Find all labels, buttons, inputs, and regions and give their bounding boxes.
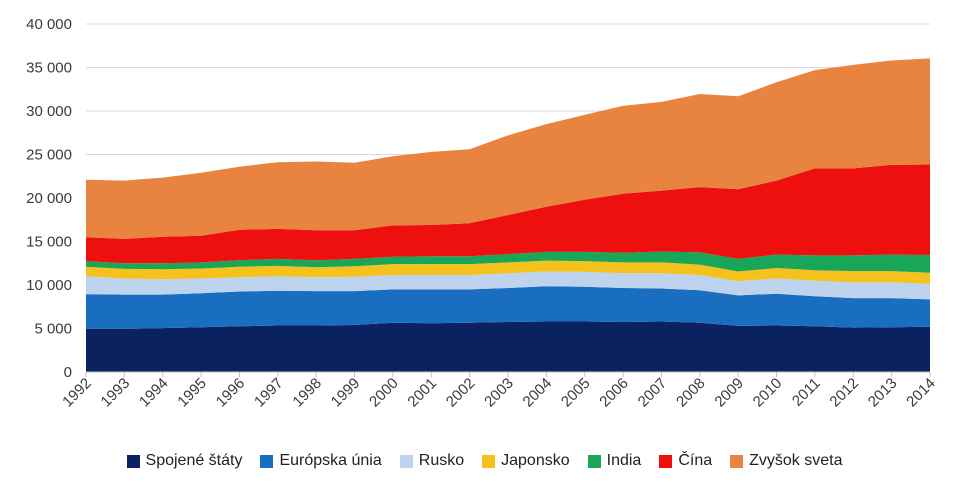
x-tick-label: 2005 — [558, 375, 594, 411]
x-tick-label: 1994 — [136, 375, 172, 411]
legend-swatch — [399, 454, 413, 468]
y-tick-label: 5 000 — [34, 321, 72, 338]
x-tick-label: 1998 — [289, 375, 325, 411]
area-series-spojené-štáty — [86, 321, 930, 372]
x-tick-label: 2004 — [520, 375, 556, 411]
y-tick-label: 35 000 — [26, 60, 72, 77]
y-tick-label: 30 000 — [26, 103, 72, 120]
x-tick-label: 1995 — [174, 375, 210, 411]
x-tick-label: 2010 — [750, 375, 786, 411]
x-tick-label: 2006 — [596, 375, 632, 411]
x-tick-label: 2003 — [481, 375, 517, 411]
y-tick-label: 40 000 — [26, 16, 72, 33]
x-tick-label: 1993 — [98, 375, 134, 411]
legend-item: Čína — [659, 452, 712, 470]
x-tick-label: 2000 — [366, 375, 402, 411]
area-series-čína — [86, 164, 930, 264]
x-tick-label: 2014 — [903, 375, 939, 411]
x-tick-label: 2007 — [635, 375, 671, 411]
legend-label: Európska únia — [279, 452, 382, 469]
legend-swatch — [659, 454, 673, 468]
legend-item: Zvyšok sveta — [730, 452, 842, 470]
legend: Spojené štáty Európska únia Rusko Japonsko I… — [0, 452, 969, 470]
x-tick-label: 2008 — [673, 375, 709, 411]
area-series-japonsko — [86, 260, 930, 284]
area-series-zvyšok-sveta — [86, 58, 930, 239]
legend-label: Zvyšok sveta — [749, 452, 843, 469]
area-series-rusko — [86, 271, 930, 300]
y-tick-label: 15 000 — [26, 234, 72, 251]
legend-label: Spojené štáty — [145, 452, 243, 469]
x-tick-label: 1996 — [213, 375, 249, 411]
legend-label: Japonsko — [501, 452, 570, 469]
legend-label: Čína — [678, 452, 713, 469]
x-tick-label: 1997 — [251, 375, 287, 411]
x-tick-label: 2011 — [789, 375, 824, 410]
legend-label: India — [606, 452, 642, 469]
x-tick-label: 2013 — [865, 375, 901, 411]
legend-swatch — [730, 454, 744, 468]
legend-swatch — [587, 454, 601, 468]
legend-item: India — [587, 452, 642, 470]
area-series-india — [86, 251, 930, 273]
legend-item: Rusko — [399, 452, 465, 470]
legend-item: Európska únia — [260, 452, 382, 470]
y-tick-label: 10 000 — [26, 277, 72, 294]
x-tick-label: 2012 — [826, 375, 862, 411]
x-tick-label: 1999 — [328, 375, 364, 411]
legend-item: Japonsko — [482, 452, 570, 470]
legend-swatch — [482, 454, 496, 468]
y-tick-label: 20 000 — [26, 190, 72, 207]
y-tick-label: 0 — [64, 364, 72, 381]
legend-item: Spojené štáty — [126, 452, 243, 470]
legend-label: Rusko — [418, 452, 465, 469]
x-tick-label: 2001 — [404, 375, 440, 411]
y-tick-label: 25 000 — [26, 147, 72, 164]
legend-swatch — [260, 454, 274, 468]
x-tick-label: 2009 — [711, 375, 747, 411]
stacked-area-chart: 0 5 000 10 000 15 000 20 000 25 000 30 000 35 0… — [26, 16, 939, 411]
legend-swatch — [126, 454, 140, 468]
x-tick-label: 2002 — [443, 375, 479, 411]
area-series-európska-únia — [86, 286, 930, 329]
